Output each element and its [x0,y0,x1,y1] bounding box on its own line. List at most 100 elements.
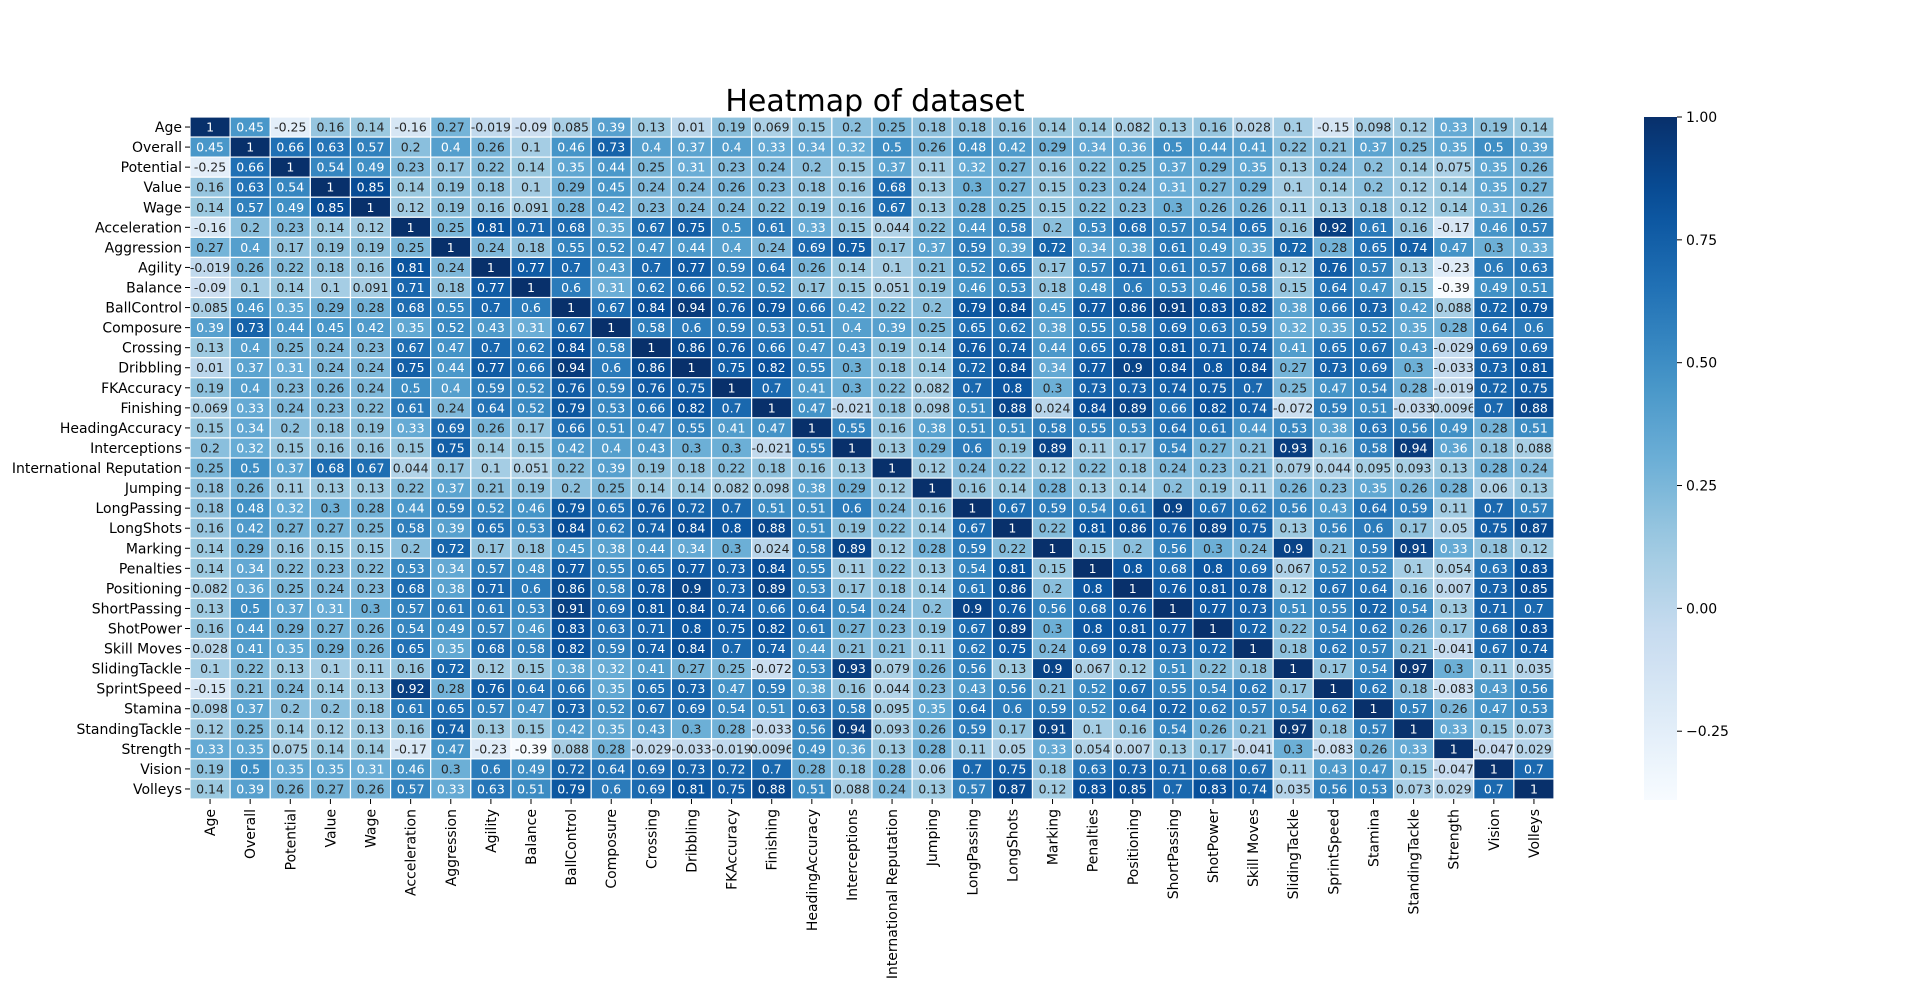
cell-value-label: 0.62 [637,280,665,295]
cell-value-label: 0.29 [1239,180,1267,195]
cell-value-label: 0.57 [397,601,425,616]
cell-value-label: 0.26 [1199,721,1227,736]
cell-value-label: 0.74 [437,721,465,736]
cell-value-label: -0.072 [752,661,792,676]
cell-value-label: 0.098 [914,400,950,415]
cell-value-label: 0.25 [1119,160,1147,175]
cell-value-label: 0.38 [597,541,625,556]
cell-value-label: 0.19 [517,481,545,496]
cell-value-label: 0.073 [1516,721,1552,736]
cell-value-label: 0.57 [1159,220,1187,235]
cell-value-label: 0.28 [357,300,385,315]
cell-value-label: 0.1 [521,180,541,195]
cell-value-label: 0.52 [477,501,505,516]
cell-value-label: 0.86 [1119,521,1147,536]
cell-value-label: 0.77 [678,561,706,576]
cell-value-label: 0.34 [1079,140,1107,155]
cell-value-label: 0.088 [1436,300,1472,315]
cell-value-label: 0.63 [1360,420,1388,435]
cell-value-label: 0.5 [882,140,902,155]
cell-value-label: 0.23 [918,681,946,696]
cell-value-label: 0.39 [998,240,1026,255]
cell-value-label: 0.54 [1079,501,1107,516]
cell-value-label: 1 [326,180,334,195]
cell-value-label: 0.58 [637,320,665,335]
cell-value-label: 0.55 [838,420,866,435]
cell-value-label: 0.11 [838,561,866,576]
cell-value-label: 0.82 [758,360,786,375]
colorbar-tick-label: −0.25 [1686,724,1729,740]
cell-value-label: 0.18 [798,180,826,195]
cell-value-label: 0.67 [637,220,665,235]
cell-value-label: 0.21 [878,641,906,656]
cell-value-label: 0.24 [437,400,465,415]
cell-value-label: 0.8 [722,521,742,536]
cell-value-label: 0.31 [357,761,385,776]
cell-value-label: 0.37 [678,140,706,155]
cell-value-label: 0.68 [397,300,425,315]
cell-value-label: 0.75 [678,380,706,395]
cell-value-label: 0.58 [838,701,866,716]
cell-value-label: 0.67 [878,200,906,215]
cell-value-label: 0.47 [1360,761,1388,776]
cell-value-label: 0.18 [758,461,786,476]
cell-value-label: 0.79 [1520,300,1548,315]
cell-value-label: 0.13 [1159,120,1187,135]
cell-value-label: 0.63 [477,781,505,796]
colorbar: 1.00 0.75 0.50 0.25 0.00 −0.25 [1644,110,1729,800]
cell-value-label: -0.029 [1434,340,1474,355]
cell-value-label: 0.19 [838,521,866,536]
cell-value-label: 0.16 [1119,721,1147,736]
cell-value-label: 0.66 [557,681,585,696]
cell-value-label: 0.42 [557,721,585,736]
cell-value-label: 0.49 [437,621,465,636]
cell-value-label: 0.37 [276,461,304,476]
cell-value-label: 0.51 [998,420,1026,435]
cell-value-label: 0.8 [1203,561,1223,576]
cell-value-label: 0.21 [236,681,264,696]
cell-value-label: 0.12 [878,541,906,556]
colorbar-gradient [1644,117,1677,800]
cell-value-label: 0.75 [998,761,1026,776]
cell-value-label: 0.33 [758,140,786,155]
cell-value-label: 0.44 [1199,140,1227,155]
cell-value-label: 0.61 [1360,220,1388,235]
cell-value-label: 0.51 [1360,400,1388,415]
cell-value-label: 0.41 [718,420,746,435]
cell-value-label: 0.36 [838,741,866,756]
cell-value-label: -0.15 [1317,120,1349,135]
cell-value-label: 0.26 [798,260,826,275]
cell-value-label: 0.43 [838,340,866,355]
column-tick-label: Dribbling [684,809,700,873]
cell-value-label: 0.76 [958,340,986,355]
cell-value-label: 0.72 [1480,380,1508,395]
row-tick-label: LongShots [109,521,182,537]
cell-value-label: 0.12 [1400,200,1428,215]
cell-value-label: 0.61 [798,621,826,636]
cell-value-label: 0.75 [397,360,425,375]
cell-value-label: 0.085 [192,300,228,315]
cell-value-label: 0.29 [838,481,866,496]
cell-value-label: 0.3 [722,541,742,556]
cell-value-label: 0.16 [316,440,344,455]
cell-value-label: -0.047 [1474,741,1514,756]
cell-value-label: -0.23 [1438,260,1470,275]
cell-value-label: 0.64 [1119,701,1147,716]
cell-value-label: 0.62 [1199,701,1227,716]
cell-value-label: 0.31 [678,160,706,175]
cell-value-label: -0.072 [1273,400,1313,415]
cell-value-label: 0.97 [1279,721,1307,736]
cell-value-label: 0.58 [1239,280,1267,295]
cell-value-label: 0.15 [1480,721,1508,736]
cell-value-label: 0.78 [1119,641,1147,656]
cell-value-label: 0.12 [1039,781,1067,796]
cell-value-label: 0.23 [316,400,344,415]
cell-value-label: 0.74 [758,641,786,656]
cell-value-label: 0.1 [320,661,340,676]
cell-value-label: 0.37 [276,601,304,616]
cell-value-label: 0.46 [958,280,986,295]
cell-value-label: 0.051 [513,461,549,476]
cell-value-label: 0.16 [1199,120,1227,135]
cell-value-label: 0.035 [1516,661,1552,676]
cell-value-label: 0.84 [998,300,1026,315]
